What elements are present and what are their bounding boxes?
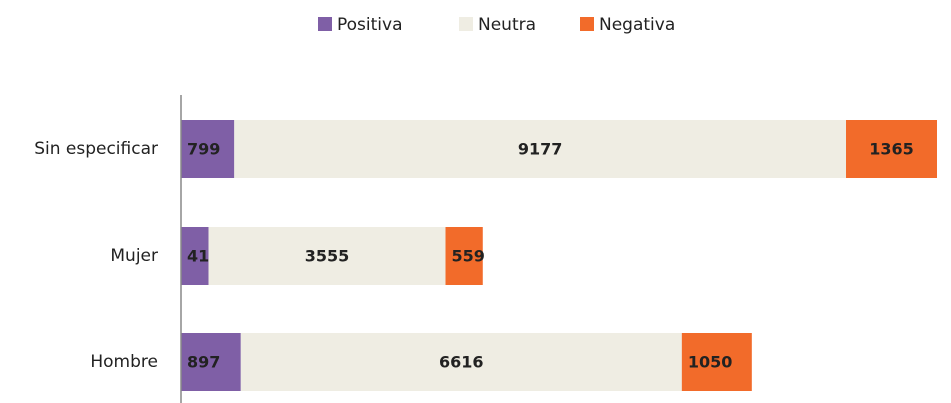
value-label: 1365 — [869, 140, 914, 159]
value-label: 897 — [187, 353, 220, 372]
category-label: Hombre — [90, 352, 158, 372]
bar-segment — [240, 333, 682, 391]
category-label: Mujer — [110, 246, 158, 266]
legend-swatch — [459, 17, 473, 31]
legend-swatch — [580, 17, 594, 31]
legend-label: Neutra — [478, 15, 536, 35]
value-label: 9177 — [518, 140, 563, 159]
value-label: 1050 — [688, 353, 733, 372]
bar-segment — [234, 120, 847, 178]
bar-segment — [181, 333, 241, 391]
bar-segment — [181, 227, 209, 285]
value-label: 799 — [187, 140, 220, 159]
category-label: Sin especificar — [34, 139, 158, 159]
value-label: 3555 — [305, 247, 350, 266]
bar-segment — [681, 333, 752, 391]
bar-segment — [846, 120, 937, 178]
bar-segment — [208, 227, 446, 285]
bar-segment — [181, 120, 235, 178]
legend-label: Positiva — [337, 15, 403, 35]
value-label: 559 — [452, 247, 485, 266]
legend-label: Negativa — [599, 15, 675, 35]
legend-swatch — [318, 17, 332, 31]
bar-segment — [445, 227, 483, 285]
value-label: 6616 — [439, 353, 484, 372]
